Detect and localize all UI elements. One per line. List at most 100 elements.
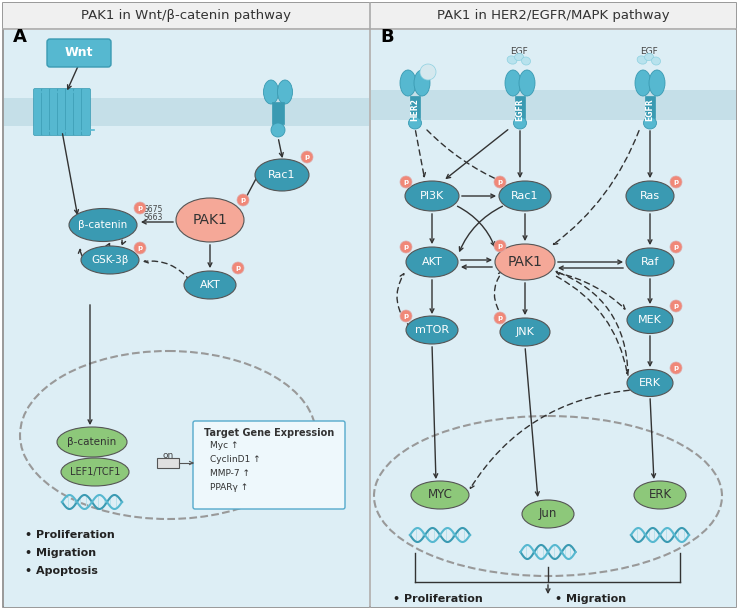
Circle shape bbox=[494, 312, 506, 324]
Ellipse shape bbox=[644, 54, 653, 60]
Ellipse shape bbox=[519, 70, 535, 96]
Circle shape bbox=[134, 242, 146, 254]
Circle shape bbox=[400, 310, 412, 322]
Text: p: p bbox=[137, 245, 143, 251]
Text: AKT: AKT bbox=[200, 280, 220, 290]
Circle shape bbox=[670, 241, 682, 253]
Circle shape bbox=[670, 176, 682, 188]
FancyBboxPatch shape bbox=[515, 96, 525, 118]
Text: Target Gene Expression: Target Gene Expression bbox=[204, 428, 334, 438]
FancyBboxPatch shape bbox=[3, 3, 736, 607]
Text: PAK1: PAK1 bbox=[193, 213, 228, 227]
Text: S663: S663 bbox=[143, 214, 163, 223]
Ellipse shape bbox=[61, 458, 129, 486]
Text: p: p bbox=[673, 365, 678, 371]
Text: MYC: MYC bbox=[428, 489, 452, 501]
Text: p: p bbox=[304, 154, 310, 160]
Text: S675: S675 bbox=[143, 206, 163, 215]
Ellipse shape bbox=[69, 209, 137, 242]
FancyBboxPatch shape bbox=[47, 39, 111, 67]
Ellipse shape bbox=[255, 159, 309, 191]
Text: p: p bbox=[403, 179, 409, 185]
Circle shape bbox=[400, 241, 412, 253]
Circle shape bbox=[494, 240, 506, 252]
Ellipse shape bbox=[627, 306, 673, 334]
Ellipse shape bbox=[500, 318, 550, 346]
Text: p: p bbox=[240, 197, 245, 203]
Text: CyclinD1 ↑: CyclinD1 ↑ bbox=[210, 454, 261, 464]
Text: p: p bbox=[497, 315, 503, 321]
Text: ERK: ERK bbox=[648, 489, 672, 501]
Text: MEK: MEK bbox=[638, 315, 662, 325]
FancyBboxPatch shape bbox=[33, 88, 43, 135]
Text: • Apoptosis: • Apoptosis bbox=[25, 566, 98, 576]
Text: p: p bbox=[236, 265, 241, 271]
FancyBboxPatch shape bbox=[50, 88, 58, 135]
Circle shape bbox=[232, 262, 244, 274]
Ellipse shape bbox=[627, 370, 673, 396]
Ellipse shape bbox=[414, 70, 430, 96]
Circle shape bbox=[400, 176, 412, 188]
Text: p: p bbox=[403, 313, 409, 319]
Ellipse shape bbox=[57, 427, 127, 457]
Circle shape bbox=[301, 151, 313, 163]
Ellipse shape bbox=[495, 244, 555, 280]
FancyBboxPatch shape bbox=[645, 96, 655, 118]
Text: Wnt: Wnt bbox=[65, 46, 93, 60]
Ellipse shape bbox=[278, 80, 293, 104]
Text: • Migration: • Migration bbox=[25, 548, 96, 558]
Text: Ras: Ras bbox=[640, 191, 660, 201]
Ellipse shape bbox=[635, 70, 651, 96]
FancyBboxPatch shape bbox=[3, 3, 736, 29]
Ellipse shape bbox=[176, 198, 244, 242]
Ellipse shape bbox=[400, 70, 416, 96]
Text: MMP-7 ↑: MMP-7 ↑ bbox=[210, 468, 250, 478]
Ellipse shape bbox=[626, 181, 674, 211]
Text: PI3K: PI3K bbox=[420, 191, 444, 201]
FancyBboxPatch shape bbox=[58, 88, 67, 135]
FancyBboxPatch shape bbox=[41, 88, 50, 135]
Ellipse shape bbox=[644, 117, 656, 129]
FancyBboxPatch shape bbox=[371, 90, 736, 120]
Text: p: p bbox=[497, 243, 503, 249]
Ellipse shape bbox=[626, 248, 674, 276]
Text: HER2: HER2 bbox=[410, 99, 420, 121]
Circle shape bbox=[134, 202, 146, 214]
Text: EGF: EGF bbox=[510, 48, 528, 57]
Ellipse shape bbox=[184, 271, 236, 299]
Ellipse shape bbox=[411, 481, 469, 509]
Text: GSK-3β: GSK-3β bbox=[92, 255, 129, 265]
FancyBboxPatch shape bbox=[4, 30, 369, 607]
Ellipse shape bbox=[652, 57, 661, 65]
Ellipse shape bbox=[405, 181, 459, 211]
Ellipse shape bbox=[409, 117, 421, 129]
Text: on: on bbox=[163, 451, 174, 459]
Text: AKT: AKT bbox=[422, 257, 443, 267]
Text: EGFR: EGFR bbox=[516, 99, 525, 121]
Text: p: p bbox=[403, 244, 409, 250]
Ellipse shape bbox=[406, 316, 458, 344]
Text: Rac1: Rac1 bbox=[268, 170, 296, 180]
Ellipse shape bbox=[522, 500, 574, 528]
Text: EGFR: EGFR bbox=[645, 99, 655, 121]
Text: • Proliferation: • Proliferation bbox=[25, 530, 115, 540]
Text: Myc ↑: Myc ↑ bbox=[210, 440, 239, 450]
Text: p: p bbox=[673, 244, 678, 250]
Circle shape bbox=[670, 300, 682, 312]
Text: ERK: ERK bbox=[639, 378, 661, 388]
FancyBboxPatch shape bbox=[193, 421, 345, 509]
Text: B: B bbox=[380, 28, 394, 46]
Text: Raf: Raf bbox=[641, 257, 659, 267]
Circle shape bbox=[420, 64, 436, 80]
Text: β-catenin: β-catenin bbox=[67, 437, 117, 447]
Text: Jun: Jun bbox=[539, 508, 557, 520]
Ellipse shape bbox=[649, 70, 665, 96]
Text: p: p bbox=[137, 205, 143, 211]
FancyBboxPatch shape bbox=[410, 96, 420, 118]
Ellipse shape bbox=[634, 481, 686, 509]
Ellipse shape bbox=[499, 181, 551, 211]
Text: p: p bbox=[673, 179, 678, 185]
FancyBboxPatch shape bbox=[73, 88, 83, 135]
Circle shape bbox=[494, 176, 506, 188]
FancyBboxPatch shape bbox=[81, 88, 90, 135]
